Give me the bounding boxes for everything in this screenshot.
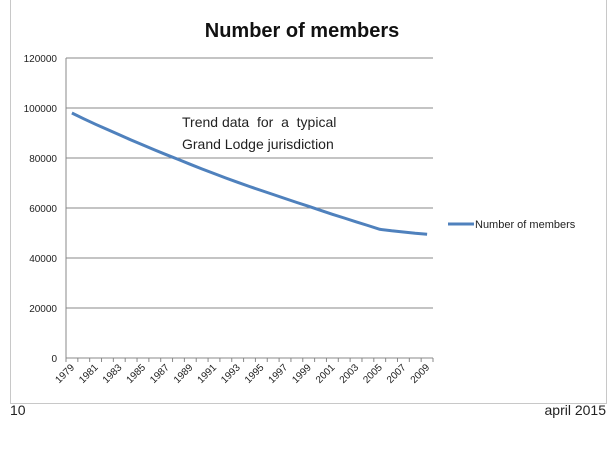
y-tick-label: 40000 bbox=[29, 254, 57, 265]
x-tick-label: 2009 bbox=[409, 362, 433, 386]
annotation-line-1: Trend data for a typical bbox=[182, 114, 336, 130]
x-tick-label: 2001 bbox=[314, 362, 338, 386]
y-tick-label: 20000 bbox=[29, 304, 57, 315]
x-tick-label: 1991 bbox=[196, 362, 220, 386]
y-tick-label: 120000 bbox=[24, 54, 58, 65]
legend-label: Number of members bbox=[475, 219, 576, 231]
series-line-number-of-members bbox=[71, 111, 428, 236]
x-tick-label: 1993 bbox=[219, 362, 243, 386]
x-tick-label: 1995 bbox=[243, 362, 267, 386]
y-tick-label: 80000 bbox=[29, 154, 57, 165]
footer-date: april 2015 bbox=[544, 402, 607, 418]
x-tick-label: 2007 bbox=[385, 362, 409, 386]
x-tick-label: 1987 bbox=[148, 362, 172, 386]
x-tick-label: 1989 bbox=[172, 362, 196, 386]
page-number: 10 bbox=[10, 402, 26, 418]
x-tick-label: 1981 bbox=[77, 362, 101, 386]
annotation-line-2: Grand Lodge jurisdiction bbox=[182, 136, 334, 152]
x-tick-label: 1985 bbox=[125, 362, 149, 386]
x-tick-label: 1999 bbox=[290, 362, 314, 386]
slide-frame bbox=[10, 0, 607, 404]
y-tick-label: 0 bbox=[51, 354, 57, 365]
x-tick-label: 2005 bbox=[361, 362, 385, 386]
y-tick-label: 100000 bbox=[24, 104, 58, 115]
x-tick-label: 1979 bbox=[54, 362, 78, 386]
x-tick-label: 2003 bbox=[338, 362, 362, 386]
x-tick-label: 1983 bbox=[101, 362, 125, 386]
x-tick-label: 1997 bbox=[267, 362, 291, 386]
chart-title: Number of members bbox=[205, 20, 400, 42]
y-tick-label: 60000 bbox=[29, 204, 57, 215]
